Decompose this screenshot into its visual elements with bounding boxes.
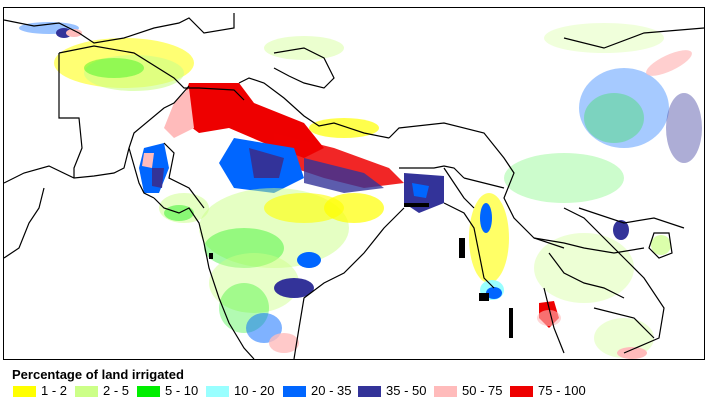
legend-label: 2 - 5: [103, 383, 130, 398]
legend-swatch: [75, 385, 98, 397]
legend-title: Percentage of land irrigated: [12, 367, 184, 382]
legend-label: 50 - 75: [462, 383, 503, 398]
legend-label: 35 - 50: [386, 383, 427, 398]
legend-swatch: [137, 385, 160, 397]
legend-swatch: [283, 385, 306, 397]
legend-item: 35 - 50: [358, 383, 427, 398]
legend-item: 1 - 2: [13, 383, 68, 398]
legend-label: 10 - 20: [234, 383, 275, 398]
legend-label: 5 - 10: [165, 383, 199, 398]
legend-item: 75 - 100: [510, 383, 586, 398]
country-borders: [4, 13, 704, 359]
irrigation-map: [3, 7, 705, 360]
legend-swatch: [358, 385, 381, 397]
coastal-marks: [209, 203, 513, 338]
irrigation-patches: [19, 22, 702, 359]
legend-item: 20 - 35: [283, 383, 352, 398]
legend-item: 5 - 10: [137, 383, 199, 398]
map-canvas: [4, 13, 704, 359]
legend-swatch: [206, 385, 229, 397]
legend-swatch: [510, 385, 533, 397]
legend-item: 10 - 20: [206, 383, 275, 398]
legend-swatch: [13, 385, 36, 397]
legend-label: 20 - 35: [311, 383, 352, 398]
legend-label: 1 - 2: [41, 383, 68, 398]
legend-label: 75 - 100: [538, 383, 586, 398]
legend-item: 2 - 5: [75, 383, 130, 398]
legend-item: 50 - 75: [434, 383, 503, 398]
legend-swatch: [434, 385, 457, 397]
